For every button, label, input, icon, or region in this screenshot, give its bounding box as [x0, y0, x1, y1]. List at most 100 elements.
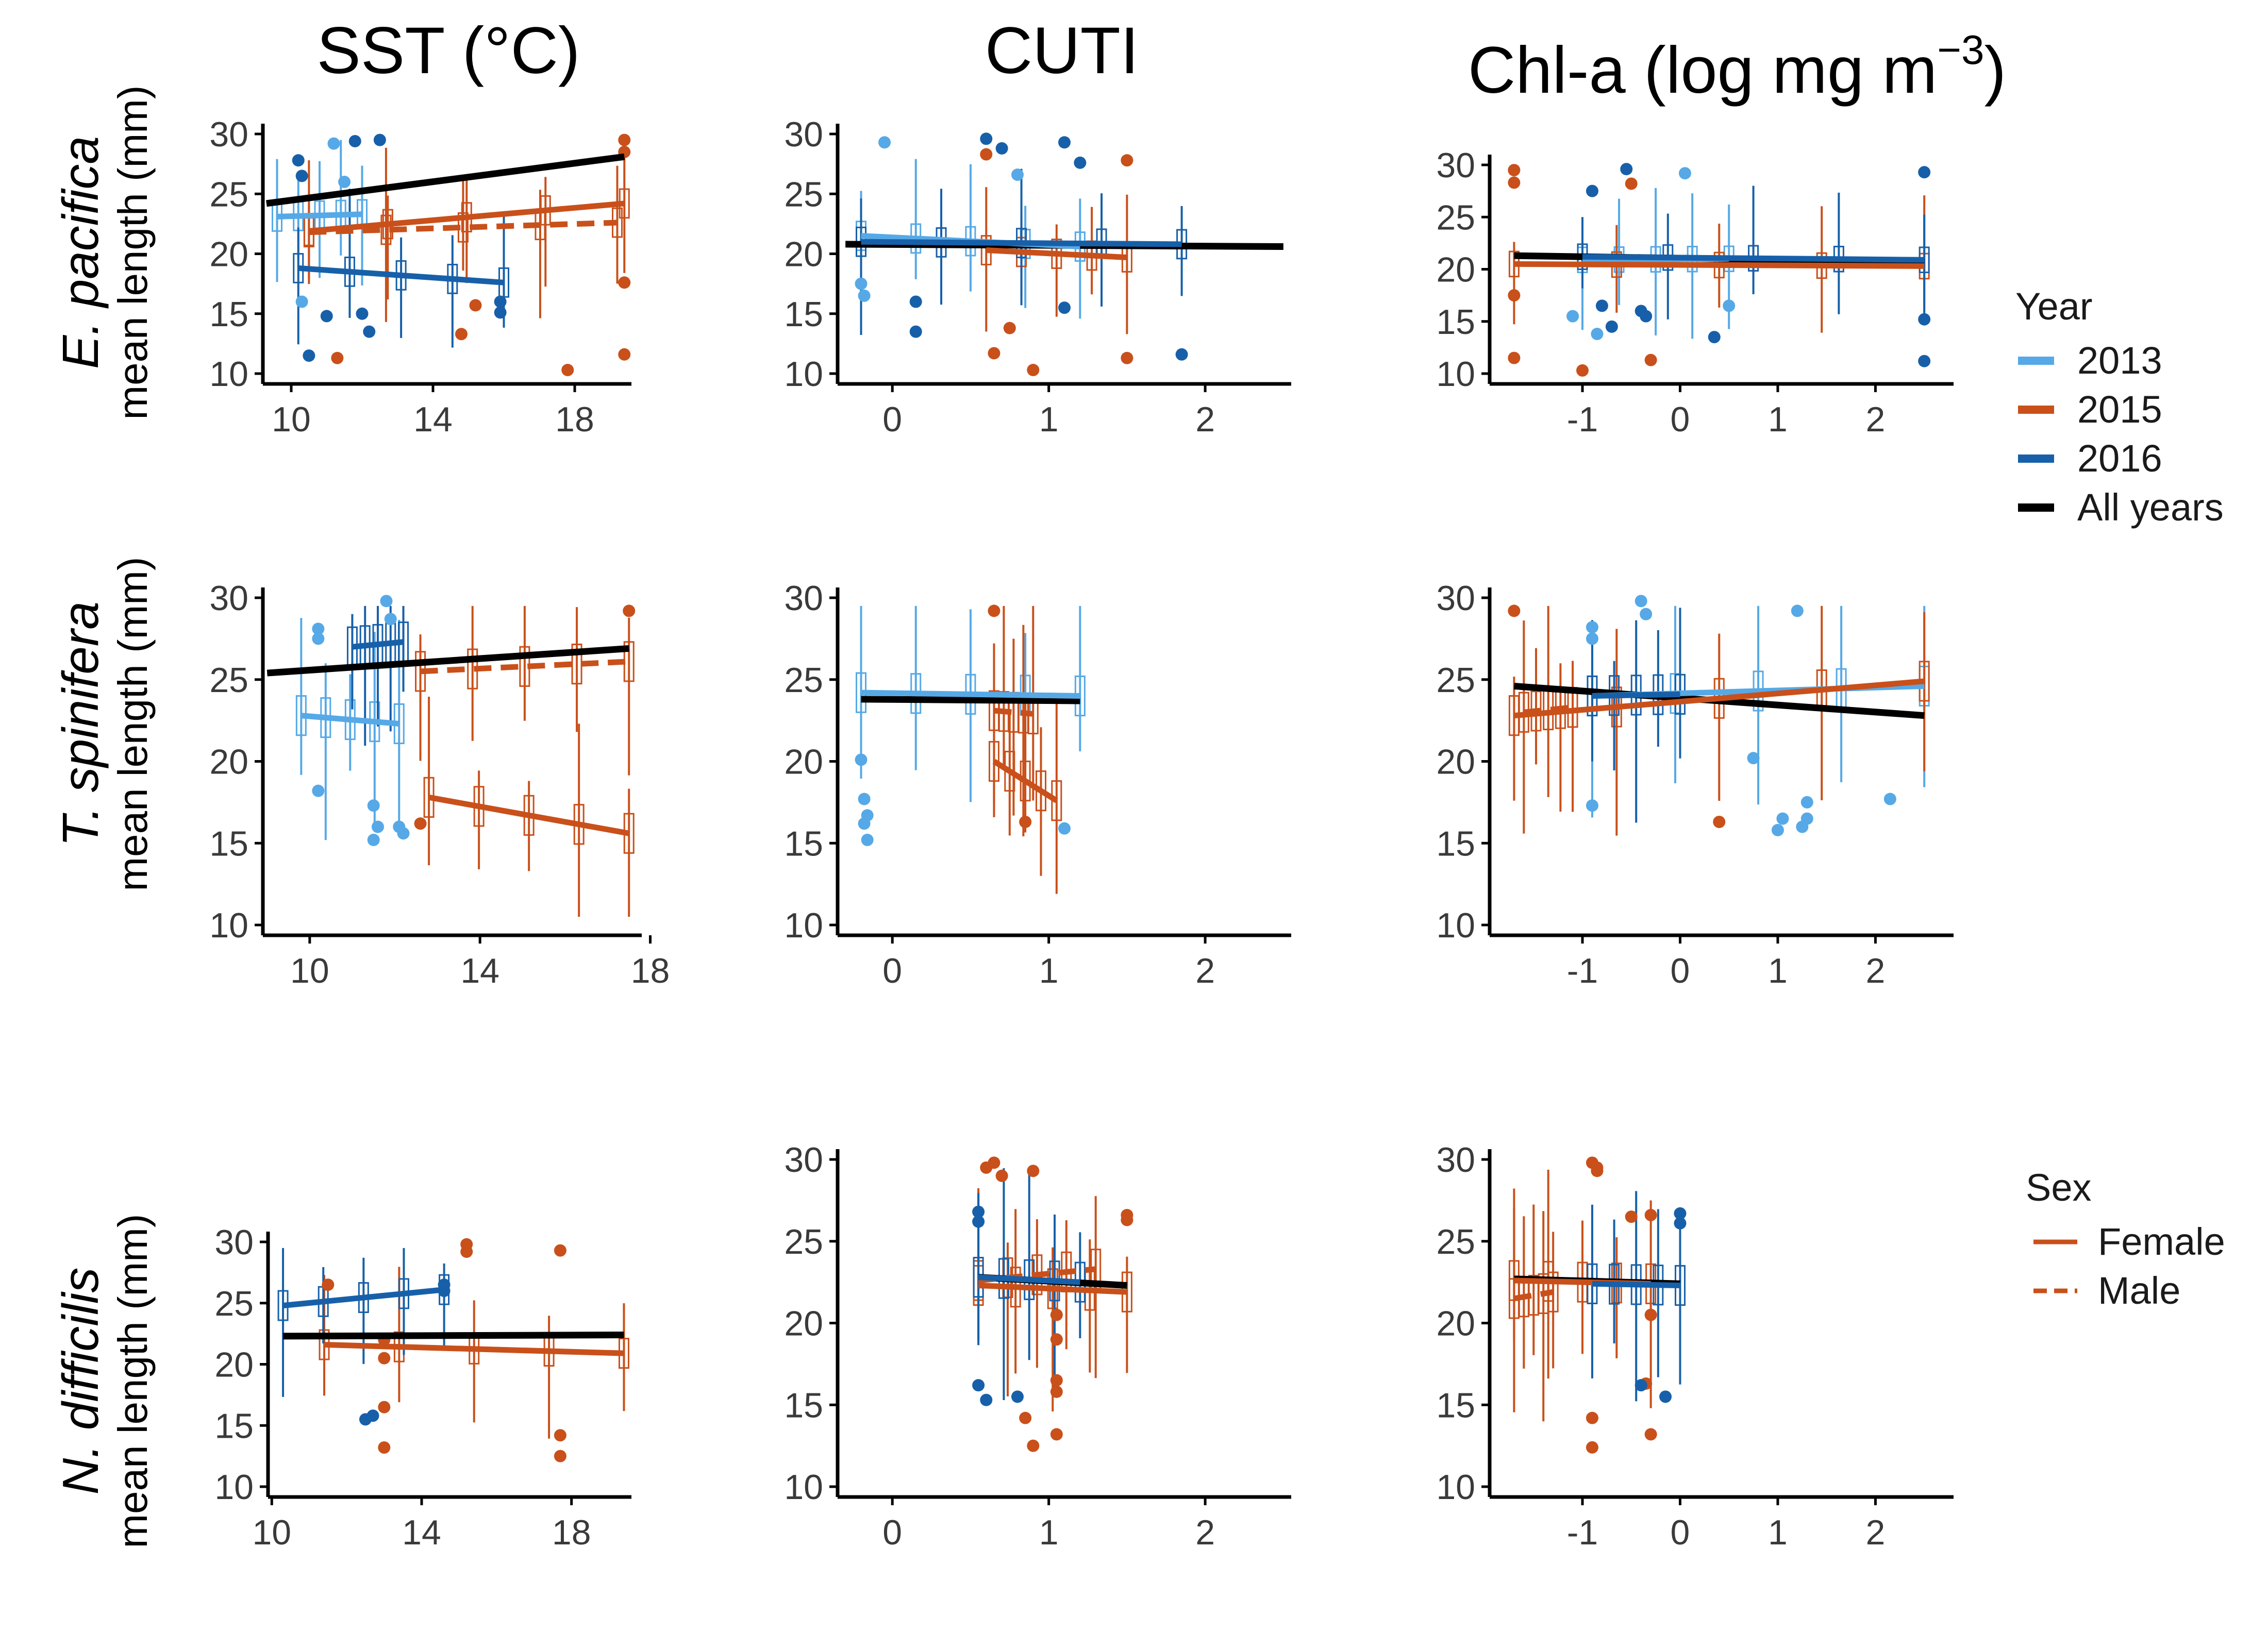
y-tick-label: 30 [1436, 146, 1475, 185]
point-2016 [1635, 1379, 1647, 1392]
point-2015 [322, 1278, 335, 1291]
y-tick-label: 30 [1436, 579, 1475, 618]
y-axis-label: mean length (mm) [110, 1214, 156, 1548]
y-tick-label: 20 [209, 743, 248, 782]
points [855, 604, 1071, 846]
point-2016 [1074, 156, 1087, 169]
y-tick-label: 25 [209, 175, 248, 214]
point-2015 [1050, 1374, 1063, 1387]
y-tick-label: 10 [1436, 355, 1475, 394]
y-tick-label: 15 [1436, 302, 1475, 342]
trend-lines [845, 233, 1283, 260]
point-2013 [312, 632, 325, 645]
point-2015 [1027, 1165, 1040, 1177]
legend-label-2013: 2013 [2077, 339, 2162, 382]
boxplots [1508, 605, 1930, 836]
x-tick-label: 0 [882, 951, 902, 990]
point-2015 [1644, 1308, 1657, 1321]
point-2013 [1586, 621, 1598, 634]
y-tick-label: 30 [214, 1223, 254, 1262]
point-2013 [1591, 328, 1604, 341]
x-tick-label: 1 [1039, 951, 1059, 990]
y-tick-label: 30 [1436, 1140, 1475, 1180]
species-label: T. spinifera [52, 601, 109, 847]
point-2016 [980, 1393, 993, 1406]
x-tick-label: 10 [272, 400, 311, 439]
trend-lines [861, 689, 1080, 803]
x-tick-label: 2 [1195, 1513, 1215, 1552]
point-2016 [972, 1379, 985, 1392]
legend-year-title: Year [2015, 285, 2093, 328]
point-2016 [1620, 163, 1633, 176]
point-2015 [455, 328, 468, 341]
chla-title-close: ) [1985, 33, 2007, 107]
point-2013 [1586, 799, 1598, 812]
point-2013 [1640, 608, 1653, 620]
chla-title-superscript: −3 [1937, 27, 1984, 73]
point-2013 [393, 820, 406, 833]
point-2015 [1508, 176, 1521, 189]
legend-label-male: Male [2098, 1269, 2180, 1312]
point-2015 [1019, 1411, 1032, 1424]
point-2013 [367, 799, 380, 812]
trend-line-2016-female [1592, 691, 1680, 699]
x-tick-label: 1 [1039, 1513, 1059, 1552]
y-tick-label: 10 [1436, 1468, 1475, 1507]
point-2015 [988, 604, 1000, 617]
point-2015 [1586, 1411, 1598, 1424]
row-title-tspinifera: T. spinifera mean length (mm) [52, 557, 156, 891]
points [972, 1156, 1133, 1452]
y-axis-label: mean length (mm) [110, 557, 156, 891]
x-tick-label: 0 [1671, 400, 1690, 439]
panel-1: 10 15 20 25 30 10 14 18 [209, 115, 631, 439]
trend-line-2015-male [978, 1266, 1096, 1284]
point-2013 [858, 289, 871, 302]
trend-line-2013-female [861, 689, 1080, 699]
point-2016 [972, 1205, 985, 1218]
points [312, 595, 636, 846]
point-2016 [348, 134, 361, 147]
x-tick-label: 14 [413, 400, 453, 439]
row-title-ndifficilis: N. difficilis mean length (mm) [52, 1214, 156, 1548]
panel-4: 10 15 20 25 30 10 14 18 [209, 579, 670, 990]
y-tick-label: 30 [784, 115, 823, 154]
y-tick-label: 10 [784, 355, 823, 394]
trend-line-2016-female [1582, 254, 1925, 263]
point-2016 [1595, 299, 1608, 312]
point-2013 [371, 820, 384, 833]
x-tick-label: 2 [1866, 1513, 1886, 1552]
point-2013 [855, 753, 868, 766]
point-2015 [1121, 351, 1133, 364]
x-tick-label: 1 [1768, 1513, 1788, 1552]
point-2016 [295, 170, 308, 182]
point-2013 [1635, 595, 1647, 608]
point-2016 [1175, 348, 1188, 361]
trend-lines [1514, 252, 1925, 269]
point-2015 [561, 364, 574, 377]
y-tick-label: 15 [784, 1386, 823, 1425]
legend-sex-title: Sex [2026, 1166, 2092, 1209]
point-2016 [909, 295, 922, 308]
point-2015 [1591, 1165, 1604, 1177]
y-tick-label: 10 [1436, 906, 1475, 945]
point-2015 [378, 1401, 391, 1414]
y-tick-label: 20 [1436, 1304, 1475, 1343]
trend-line-2015-male [1513, 1289, 1554, 1302]
y-tick-label: 30 [209, 579, 248, 618]
point-2016 [1674, 1217, 1687, 1230]
x-tick-label: 0 [1671, 951, 1690, 990]
boxplots [856, 605, 1086, 894]
point-2013 [1800, 812, 1813, 825]
x-tick-label: 0 [882, 1513, 902, 1552]
point-2016 [494, 295, 507, 308]
point-2015 [1003, 322, 1016, 334]
point-2015 [980, 148, 993, 161]
point-2013 [1883, 793, 1896, 805]
point-2015 [1576, 364, 1589, 377]
y-tick-label: 15 [1436, 824, 1475, 863]
point-2016 [1058, 301, 1071, 314]
point-2015 [1121, 154, 1133, 167]
point-2015 [1027, 364, 1040, 377]
x-tick-label: 18 [552, 1513, 591, 1552]
